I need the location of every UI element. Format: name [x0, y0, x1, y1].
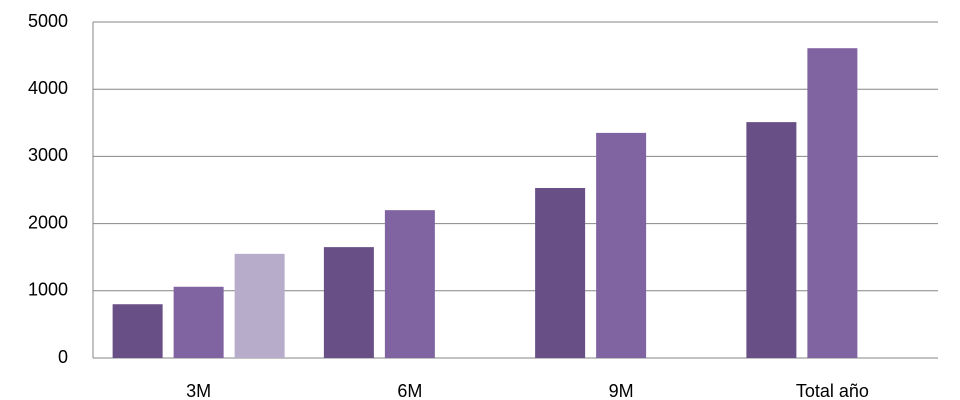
y-tick-label: 0 [58, 347, 68, 367]
x-tick-label: 9M [609, 381, 634, 400]
bar [112, 304, 163, 358]
x-tick-label: 3M [186, 381, 211, 400]
bar [323, 247, 374, 358]
y-tick-label: 2000 [28, 212, 68, 232]
y-tick-label: 1000 [28, 280, 68, 300]
bar [384, 210, 435, 358]
y-tick-label: 4000 [28, 78, 68, 98]
bar [535, 187, 586, 358]
bar [173, 286, 224, 358]
bar [596, 132, 647, 358]
bar [234, 253, 285, 358]
y-tick-label: 3000 [28, 145, 68, 165]
y-tick-label: 5000 [28, 11, 68, 31]
bar [807, 48, 858, 358]
bar [746, 122, 797, 359]
x-tick-label: 6M [397, 381, 422, 400]
x-tick-label: Total año [796, 381, 869, 400]
